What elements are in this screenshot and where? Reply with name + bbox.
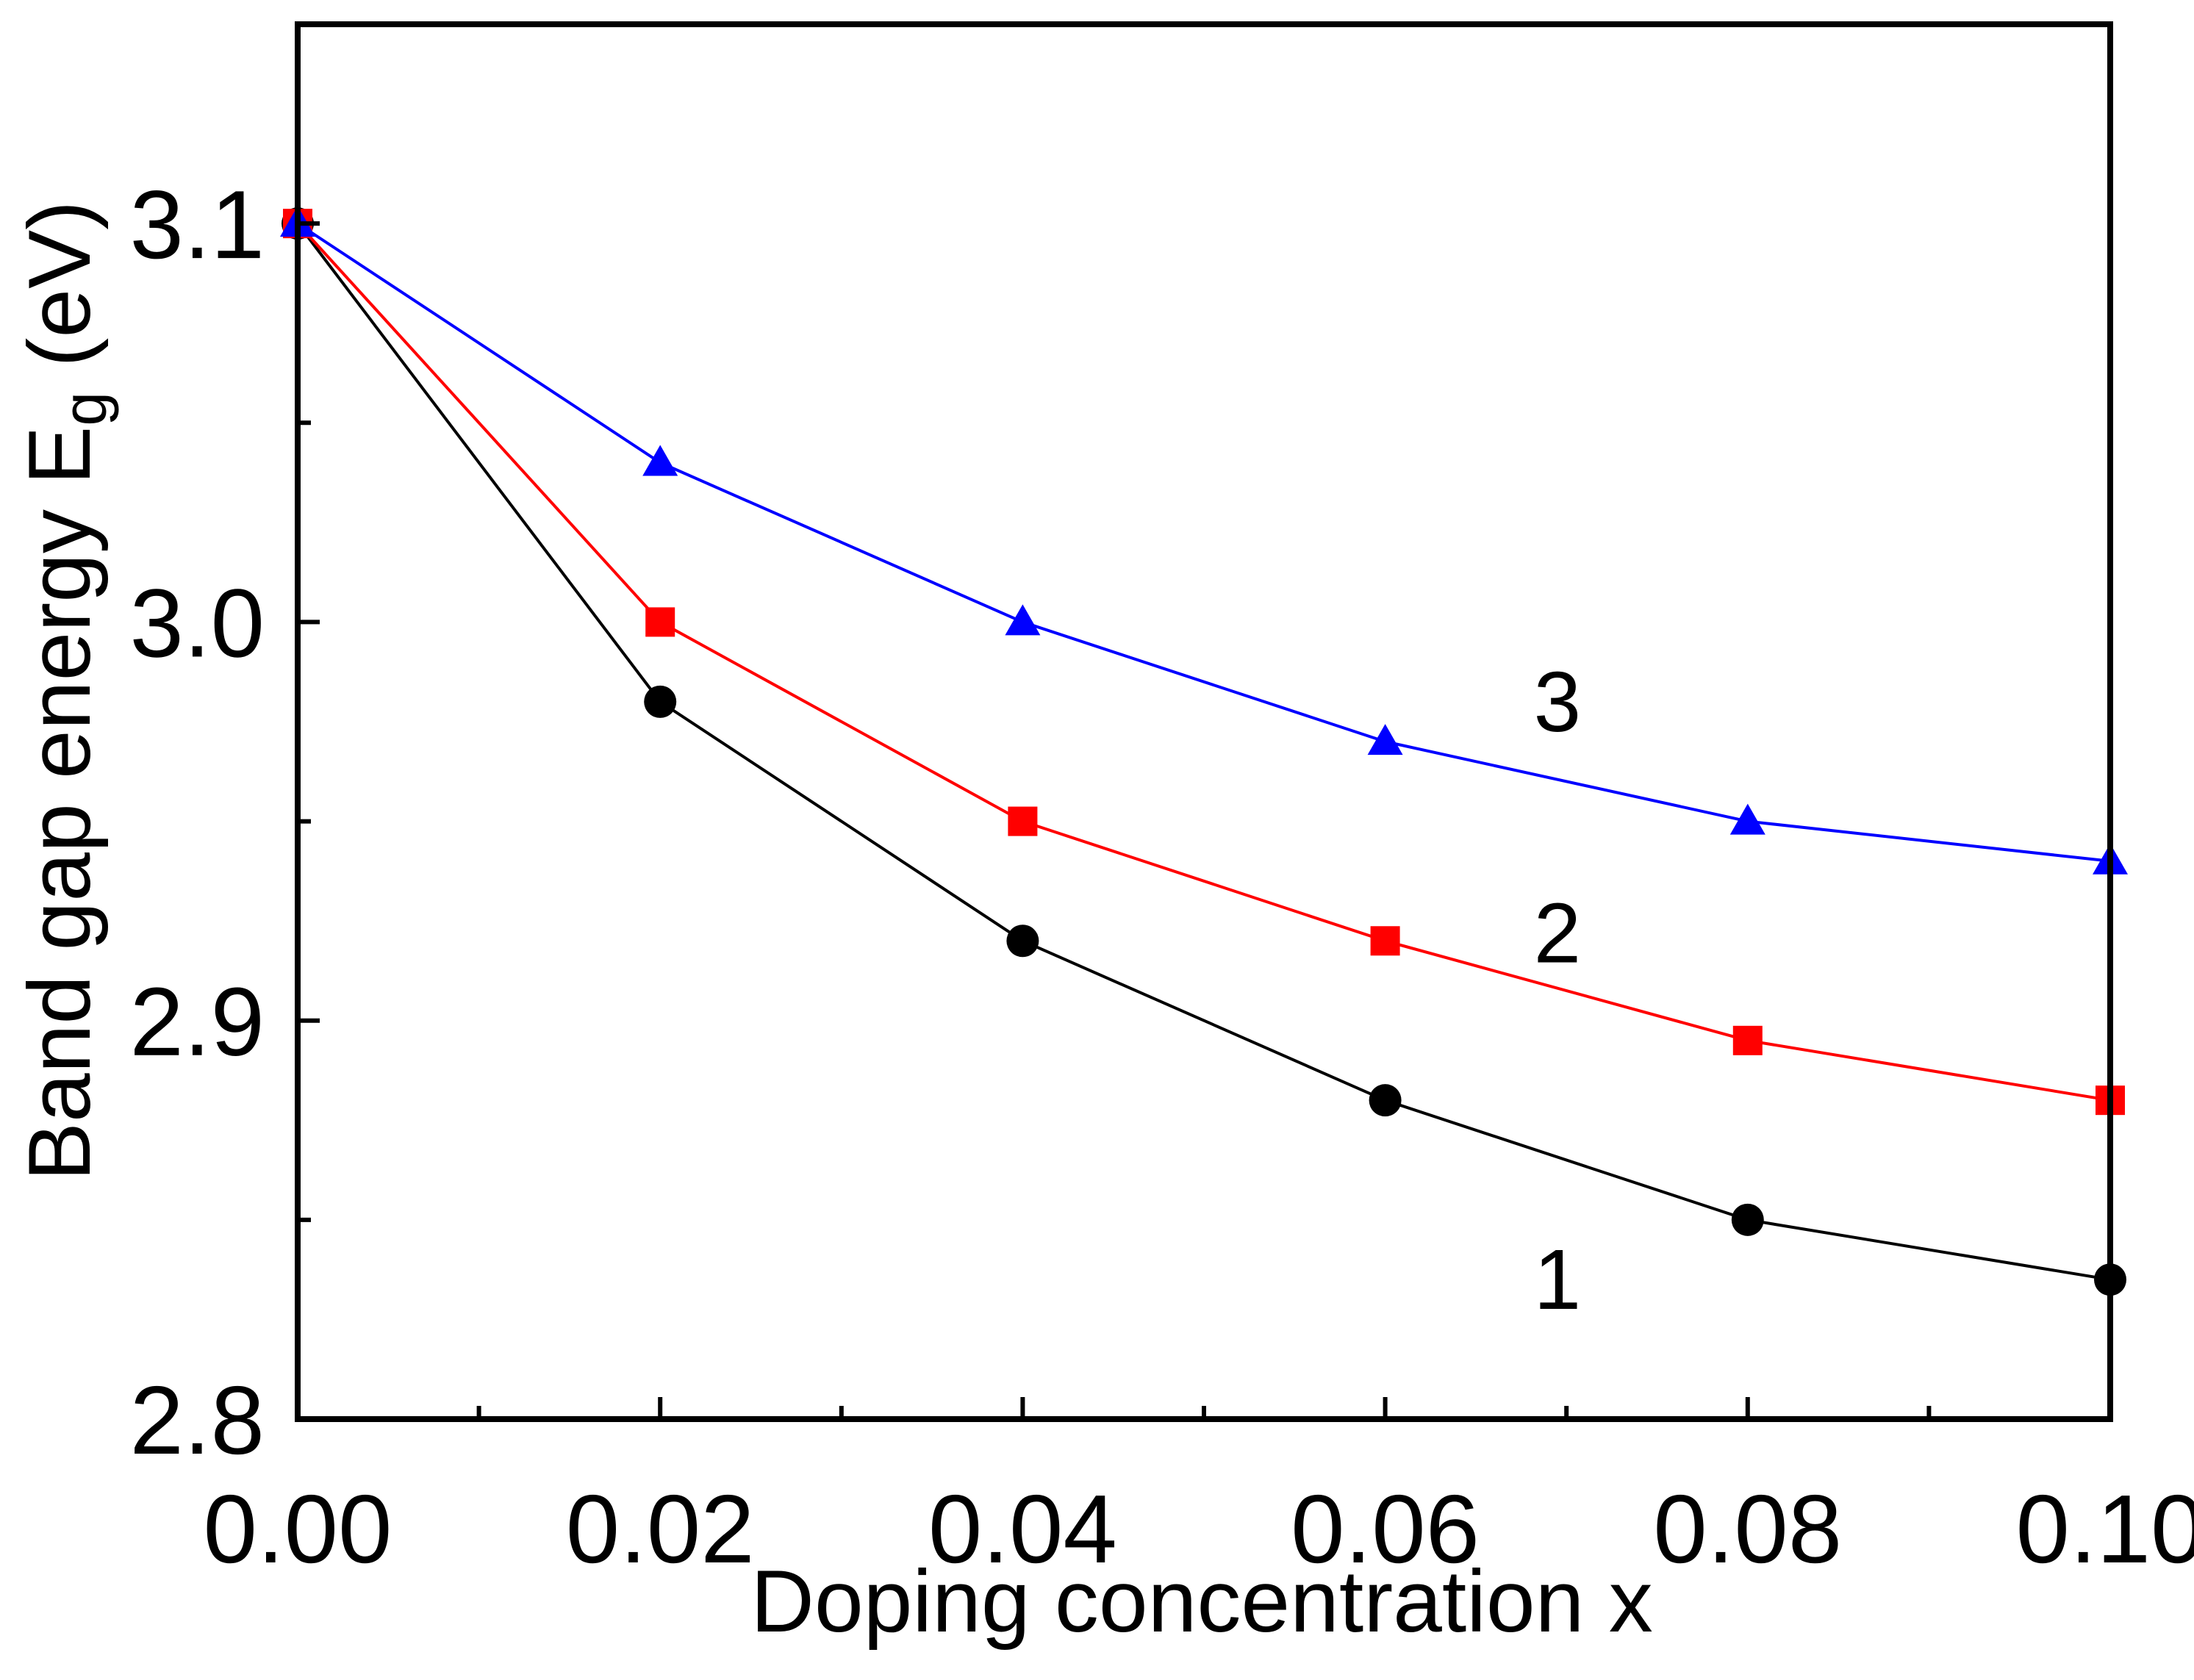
y-tick-label: 3.0: [130, 569, 265, 677]
series-number-label: 3: [1534, 654, 1582, 750]
y-axis-title-unit: (eV): [10, 201, 109, 392]
x-tick-label: 0.00: [204, 1475, 392, 1583]
series-number-label: 2: [1534, 885, 1582, 980]
x-tick-label: 0.06: [1291, 1475, 1480, 1583]
y-tick-label: 2.8: [130, 1366, 265, 1474]
series-1: [282, 207, 2126, 1296]
series-2-point: [645, 607, 675, 637]
series-1-point: [1369, 1084, 1402, 1117]
series-1-point: [1006, 925, 1039, 958]
x-tick-label: 0.08: [1653, 1475, 1842, 1583]
series-2-point: [1370, 926, 1400, 956]
series-3: [280, 206, 2128, 875]
x-tick-label: 0.10: [2016, 1475, 2194, 1583]
series-layer: [280, 206, 2128, 1296]
series-3-point: [642, 445, 678, 476]
series-2-point: [1732, 1025, 1763, 1055]
series-3-point: [1367, 724, 1403, 755]
y-tick-label: 2.9: [130, 968, 265, 1076]
plot-frame: [295, 21, 2113, 1422]
x-axis-title: Doping concentration x: [750, 1552, 1652, 1651]
series-2-point: [1008, 806, 1038, 836]
series-1-line: [296, 222, 2111, 1282]
y-axis-title: Band gap energy Eg (eV): [10, 201, 119, 1181]
series-number-label: 1: [1534, 1232, 1582, 1327]
y-tick-label: 3.1: [130, 170, 265, 279]
y-axis-title-main: Band gap energy E: [10, 426, 109, 1181]
series-2: [283, 209, 2125, 1116]
series-3-point: [1005, 604, 1041, 636]
x-tick-label: 0.04: [928, 1475, 1117, 1583]
series-3-line: [296, 222, 2111, 863]
series-1-point: [644, 685, 677, 718]
x-tick-label: 0.02: [566, 1475, 755, 1583]
y-axis-title-subscript: g: [50, 392, 119, 426]
series-2-line: [296, 222, 2111, 1102]
ticks-layer: 0.00 0.02 0.04 0.06 0.08 0.10 2.8 2.9 3.0 3.1: [130, 170, 2194, 1583]
series-3-point: [1729, 803, 1765, 835]
annotation-layer: 1 2 3: [1534, 654, 1582, 1327]
series-1-point: [1731, 1203, 1764, 1236]
